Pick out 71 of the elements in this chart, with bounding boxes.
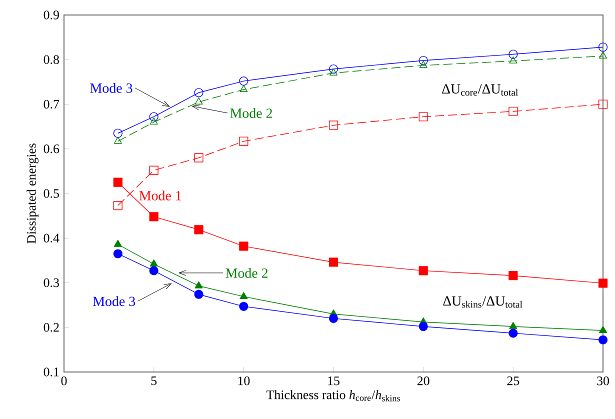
point: [239, 242, 248, 251]
point: [113, 249, 122, 258]
point: [328, 314, 338, 323]
annotation: Mode 1: [139, 190, 182, 200]
y-tick-label: 0.1: [44, 368, 59, 376]
y-tick-label: 0.9: [44, 10, 59, 20]
x-tick-label: 20: [417, 376, 430, 386]
point: [599, 52, 607, 58]
point: [113, 201, 122, 210]
point: [418, 56, 428, 66]
point: [114, 240, 122, 247]
point: [240, 292, 248, 300]
point: [418, 266, 428, 276]
point: [149, 112, 158, 122]
point: [509, 56, 518, 64]
point: [598, 42, 608, 52]
y-tick-label: 0.7: [44, 100, 60, 109]
point: [113, 128, 122, 138]
point: [598, 100, 608, 109]
x-axis-title: Thickness ratio h$_{core}$/h$_{skins}$: [266, 390, 400, 402]
point: [508, 106, 518, 116]
y-tick-label: 0.3: [44, 278, 59, 288]
x-tick-label: 30: [597, 376, 609, 386]
annotation: Mode 3: [93, 296, 136, 306]
x-tick-label: 15: [328, 376, 340, 386]
point: [194, 290, 204, 299]
annotation: ΔU$_{skins}$/ΔU$_{total}$: [443, 296, 522, 308]
point: [194, 225, 204, 234]
point: [149, 266, 158, 276]
point: [194, 153, 204, 162]
point: [508, 50, 518, 59]
point: [418, 112, 428, 122]
point: [328, 64, 338, 74]
point: [239, 136, 248, 146]
point: [240, 84, 248, 92]
point: [328, 258, 338, 267]
point: [508, 271, 518, 280]
y-tick-label: 0.8: [44, 55, 59, 64]
annotation: Mode 2: [230, 108, 272, 118]
point: [508, 328, 518, 338]
annotation: Mode 3: [90, 83, 132, 93]
point: [194, 281, 203, 288]
x-tick-label: 0: [61, 376, 67, 386]
y-tick-label: 0.6: [44, 144, 60, 154]
point: [149, 212, 158, 222]
annotation: ΔU$_{core}$/ΔU$_{total}$: [442, 84, 518, 96]
point: [150, 259, 158, 266]
x-tick-label: 25: [507, 376, 520, 386]
point: [114, 136, 122, 144]
point: [598, 335, 608, 344]
y-axis-title: Dissipated energies: [26, 144, 38, 244]
point: [418, 322, 428, 332]
point: [239, 76, 248, 86]
point: [509, 322, 518, 329]
x-tick-label: 5: [151, 376, 157, 386]
point: [328, 120, 338, 130]
point: [194, 97, 203, 104]
point: [150, 118, 158, 125]
point: [239, 302, 248, 311]
point: [149, 166, 158, 175]
point: [419, 60, 428, 68]
y-tick-label: 0.2: [44, 322, 59, 332]
x-tick-label: 10: [238, 376, 250, 386]
point: [194, 88, 204, 98]
point: [599, 326, 607, 333]
y-tick-label: 0.4: [44, 234, 60, 243]
point: [598, 278, 608, 288]
point: [113, 178, 122, 187]
y-tick-label: 0.5: [44, 189, 59, 198]
point: [330, 68, 338, 76]
annotation: Mode 2: [226, 268, 268, 278]
